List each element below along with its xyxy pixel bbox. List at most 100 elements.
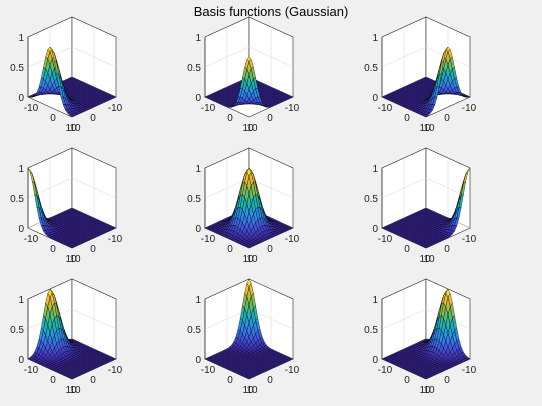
x-tick-label: 0 xyxy=(404,244,410,255)
surface xyxy=(27,288,117,380)
z-tick-label: 0.5 xyxy=(10,194,24,205)
figure-title: Basis functions (Gaussian) xyxy=(193,4,349,19)
z-tick-label: 1 xyxy=(372,164,378,175)
surface xyxy=(204,278,294,380)
y-tick-label: 10 xyxy=(65,385,77,396)
x-tick-label: 0 xyxy=(50,113,56,124)
z-tick-label: 0 xyxy=(18,93,24,104)
x-tick-label: 10 xyxy=(423,123,435,134)
y-tick-label: 0 xyxy=(90,113,96,124)
z-tick-label: 1 xyxy=(18,164,24,175)
x-tick-label: -10 xyxy=(378,365,393,376)
y-tick-label: -10 xyxy=(108,234,123,245)
z-tick-label: 1 xyxy=(195,33,201,44)
y-tick-label: 0 xyxy=(267,113,273,124)
x-tick-label: -10 xyxy=(24,103,39,114)
surface xyxy=(204,167,294,249)
surface xyxy=(381,288,471,380)
y-tick-label: 0 xyxy=(444,244,450,255)
surface xyxy=(27,46,117,117)
y-tick-label: -10 xyxy=(108,365,123,376)
y-tick-label: -10 xyxy=(285,103,300,114)
x-tick-label: 10 xyxy=(423,385,435,396)
x-tick-label: 10 xyxy=(423,254,435,265)
y-tick-label: -10 xyxy=(285,234,300,245)
y-tick-label: -10 xyxy=(462,103,477,114)
z-tick-label: 0 xyxy=(195,93,201,104)
x-tick-label: 0 xyxy=(227,244,233,255)
z-tick-label: 1 xyxy=(18,295,24,306)
y-tick-label: 0 xyxy=(90,375,96,386)
x-tick-label: 0 xyxy=(404,375,410,386)
y-tick-label: 10 xyxy=(242,123,254,134)
z-tick-label: 0.5 xyxy=(364,194,378,205)
surface-patch xyxy=(246,245,252,249)
z-tick-label: 1 xyxy=(195,164,201,175)
y-tick-label: 10 xyxy=(65,123,77,134)
x-tick-label: 0 xyxy=(227,375,233,386)
z-tick-label: 0.5 xyxy=(187,194,201,205)
z-tick-label: 0 xyxy=(18,355,24,366)
surface xyxy=(381,46,471,117)
y-tick-label: -10 xyxy=(462,365,477,376)
z-tick-label: 0.5 xyxy=(187,63,201,74)
x-tick-label: -10 xyxy=(201,365,216,376)
x-tick-label: 10 xyxy=(246,123,258,134)
x-tick-label: 10 xyxy=(246,254,258,265)
surface xyxy=(381,167,471,249)
z-tick-label: 0.5 xyxy=(364,325,378,336)
x-tick-label: 0 xyxy=(404,113,410,124)
x-tick-label: -10 xyxy=(201,103,216,114)
surface xyxy=(27,167,117,249)
y-tick-label: 10 xyxy=(65,254,77,265)
z-tick-label: 1 xyxy=(18,33,24,44)
y-tick-label: 10 xyxy=(419,385,431,396)
z-tick-label: 0 xyxy=(18,224,24,235)
x-tick-label: -10 xyxy=(378,103,393,114)
x-tick-label: -10 xyxy=(24,365,39,376)
surface-patch xyxy=(246,56,252,62)
z-tick-label: 0 xyxy=(372,355,378,366)
y-tick-label: 0 xyxy=(444,375,450,386)
z-tick-label: 0.5 xyxy=(364,63,378,74)
y-tick-label: 10 xyxy=(242,254,254,265)
surface-patch xyxy=(246,376,252,380)
y-tick-label: -10 xyxy=(285,365,300,376)
z-tick-label: 0 xyxy=(195,224,201,235)
surface-patch xyxy=(423,376,429,380)
x-tick-label: 10 xyxy=(69,123,81,134)
y-tick-label: 10 xyxy=(242,385,254,396)
x-tick-label: 0 xyxy=(50,375,56,386)
surface xyxy=(204,56,294,108)
z-tick-label: 0.5 xyxy=(10,325,24,336)
x-tick-label: 10 xyxy=(69,254,81,265)
x-tick-label: 10 xyxy=(246,385,258,396)
y-tick-label: 0 xyxy=(444,113,450,124)
z-tick-label: 1 xyxy=(195,295,201,306)
y-tick-label: 10 xyxy=(419,123,431,134)
z-tick-label: 0 xyxy=(372,224,378,235)
z-tick-label: 1 xyxy=(372,295,378,306)
z-tick-label: 1 xyxy=(372,33,378,44)
x-tick-label: 0 xyxy=(227,113,233,124)
surface-patch xyxy=(69,245,75,249)
z-tick-label: 0 xyxy=(372,93,378,104)
y-tick-label: -10 xyxy=(108,103,123,114)
y-tick-label: 0 xyxy=(267,244,273,255)
y-tick-label: 0 xyxy=(90,244,96,255)
surface-patch xyxy=(69,114,75,117)
z-tick-label: 0.5 xyxy=(187,325,201,336)
x-tick-label: -10 xyxy=(201,234,216,245)
y-tick-label: 10 xyxy=(419,254,431,265)
surface-patch xyxy=(423,114,429,117)
